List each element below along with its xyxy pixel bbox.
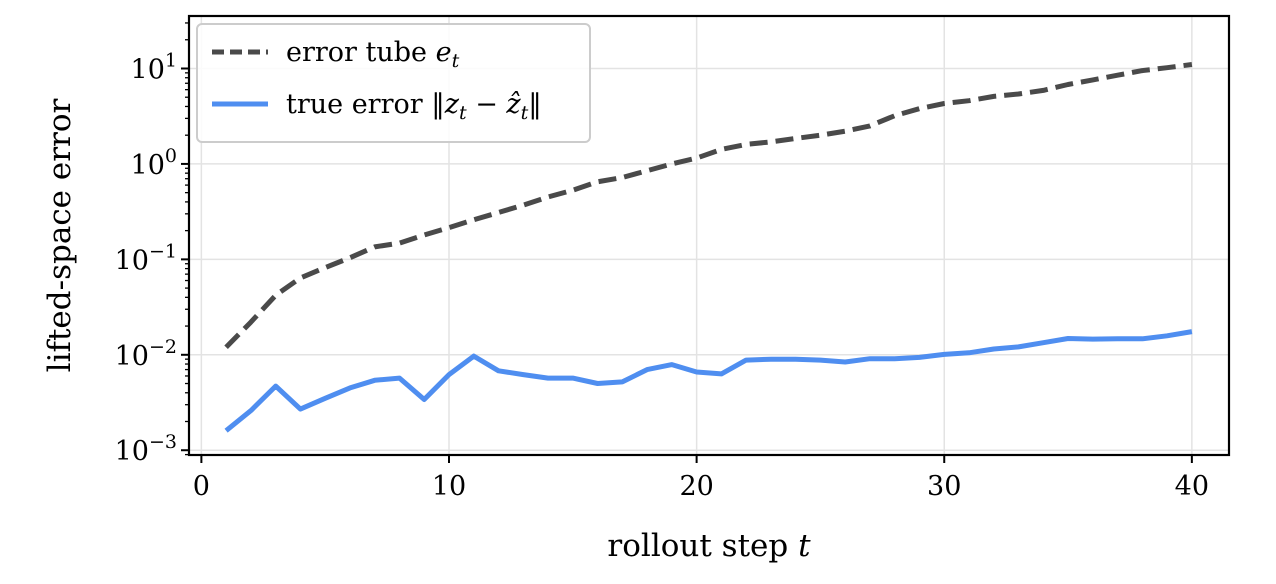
x-axis-label: rollout step t (607, 528, 811, 564)
y-tick-label: 10−2 (115, 336, 177, 372)
x-tick-label: 30 (927, 471, 961, 502)
y-tick-label: 101 (131, 49, 177, 85)
grid (189, 16, 1229, 455)
axis-ticks (181, 22, 1193, 463)
y-axis-label: lifted-space error (42, 98, 78, 372)
series-lines (224, 62, 1193, 433)
y-tick-label: 100 (131, 145, 177, 181)
series-line-true-error (224, 329, 1193, 433)
x-tick-label: 40 (1175, 471, 1209, 502)
legend: error tube et true error ‖zt − ẑt‖ (196, 23, 591, 143)
axis-labels: 0 10 20 30 40 10−3 10−2 10−1 100 101 rollout step … (42, 49, 1209, 564)
plot-frame (187, 14, 1231, 457)
legend-label-error-tube: error tube et (286, 37, 460, 72)
series-line-error-tube (224, 62, 1193, 349)
x-tick-label: 20 (679, 471, 713, 502)
legend-label-true-error: true error ‖zt − ẑt‖ (286, 89, 542, 124)
y-tick-label: 10−3 (115, 431, 177, 467)
y-tick-label: 10−1 (115, 240, 177, 276)
legend-box (196, 23, 591, 143)
x-tick-label: 0 (193, 471, 210, 502)
x-tick-label: 10 (432, 471, 466, 502)
